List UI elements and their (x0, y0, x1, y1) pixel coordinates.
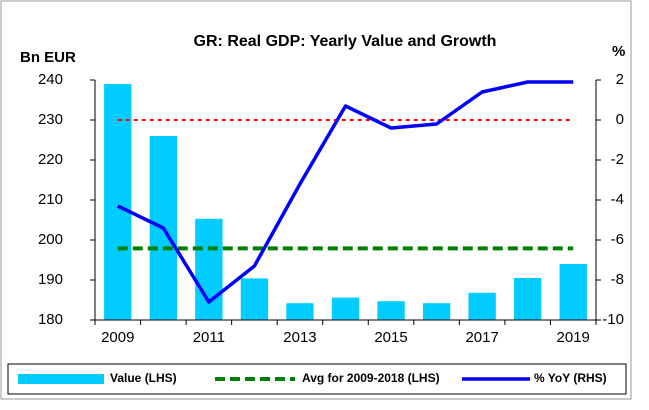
y2-tick-label: -8 (611, 271, 624, 288)
y2-axis-label: % (612, 43, 625, 60)
bar (286, 303, 314, 320)
bar (514, 278, 542, 320)
y2-tick-label: 0 (616, 111, 624, 128)
bar (559, 264, 587, 320)
bar (240, 278, 269, 320)
y-tick-label: 180 (38, 311, 63, 328)
legend-label: Value (LHS) (110, 371, 177, 385)
legend-label: % YoY (RHS) (534, 371, 607, 385)
x-tick-label: 2015 (374, 329, 407, 346)
y2-tick-label: -6 (611, 231, 624, 248)
y-tick-label: 230 (38, 111, 63, 128)
chart-title: GR: Real GDP: Yearly Value and Growth (194, 33, 497, 50)
y2-tick-label: -4 (611, 191, 624, 208)
line-series (117, 80, 574, 304)
x-tick-label: 2013 (283, 329, 316, 346)
y-axis-label: Bn EUR (20, 49, 76, 66)
y-tick-label: 190 (38, 271, 63, 288)
legend-swatch (18, 374, 104, 384)
y2-tick-label: 2 (616, 71, 624, 88)
x-tick-label: 2017 (465, 329, 498, 346)
bar (195, 218, 223, 320)
y-tick-label: 210 (38, 191, 63, 208)
y-tick-label: 220 (38, 151, 63, 168)
bar (331, 297, 360, 320)
x-tick-label: 2009 (101, 329, 134, 346)
bar (104, 84, 132, 320)
chart-frame (0, 0, 632, 400)
bar (377, 301, 405, 320)
y2-tick-label: -10 (602, 311, 624, 328)
legend-box (7, 363, 627, 395)
y2-tick-label: -2 (611, 151, 624, 168)
bar (422, 303, 451, 320)
legend-label: Avg for 2009-2018 (LHS) (302, 371, 440, 385)
y-tick-label: 240 (38, 71, 63, 88)
bar (468, 292, 496, 320)
x-tick-label: 2011 (193, 329, 225, 346)
x-tick-label: 2019 (557, 329, 590, 346)
y-tick-label: 200 (38, 231, 63, 248)
